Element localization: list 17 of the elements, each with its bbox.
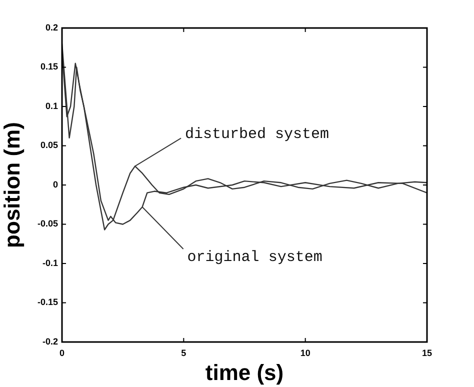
- y-tick-label: 0.05: [40, 140, 58, 150]
- y-tick-label: 0.2: [45, 22, 58, 32]
- x-tick-label: 15: [422, 348, 432, 358]
- annotation: original system: [187, 248, 322, 266]
- x-tick-label: 10: [300, 348, 310, 358]
- y-axis-title: position (m): [0, 122, 24, 248]
- x-tick-label: 5: [181, 348, 186, 358]
- y-tick-label: -0.15: [37, 297, 58, 308]
- y-tick-label: 0.1: [45, 100, 58, 111]
- x-tick-label: 0: [59, 348, 65, 358]
- y-tick-label: 0: [52, 179, 58, 190]
- y-tick-label: 0.15: [40, 62, 58, 72]
- annotation: disturbed system: [185, 126, 330, 144]
- y-tick-label: -0.1: [42, 258, 58, 268]
- x-axis-title: time (s): [205, 360, 284, 385]
- y-tick-label: -0.2: [42, 336, 58, 346]
- y-tick-label: -0.05: [37, 218, 58, 229]
